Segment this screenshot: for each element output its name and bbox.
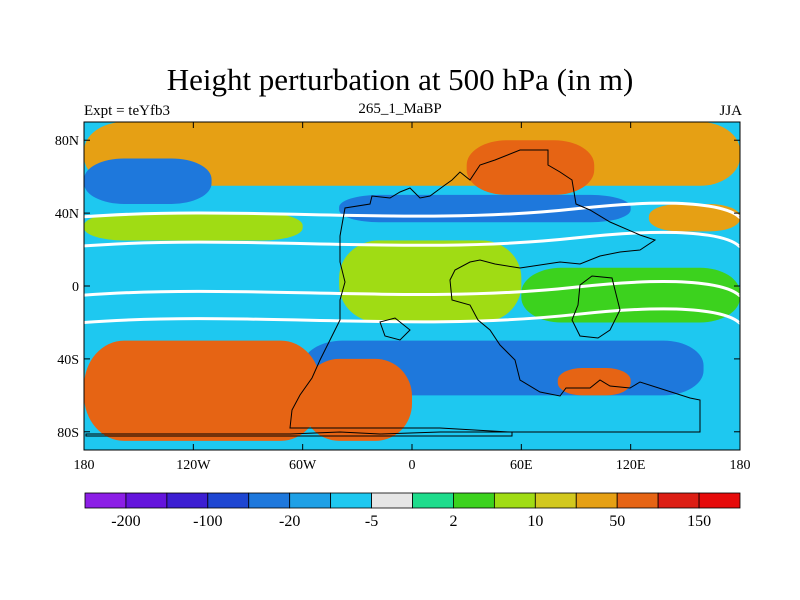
experiment-label: Expt = teYfb3 (84, 103, 170, 119)
zero-contour (84, 201, 740, 219)
colorbar-swatch (166, 492, 209, 509)
y-tick-label: 80N (55, 134, 79, 149)
season-label: JJA (719, 103, 742, 119)
field-band (302, 358, 412, 441)
y-tick-label: 80S (57, 426, 79, 441)
continent-outline-island-east (571, 275, 621, 339)
x-tick-label: 180 (730, 458, 751, 473)
continent-outline-south (85, 431, 513, 437)
field-band (84, 213, 303, 241)
colorbar-label: -20 (279, 513, 300, 530)
y-tick-label: 40N (55, 207, 79, 222)
continent-outline-west (289, 149, 701, 433)
field-band (648, 204, 740, 232)
colorbar-label: -200 (111, 513, 140, 530)
colorbar-label: 150 (687, 513, 711, 530)
colorbar-label: -5 (365, 513, 378, 530)
x-tick-label: 0 (409, 458, 416, 473)
colorbar: -200 -100 -20 -5 2 10 50 150 (84, 492, 741, 530)
colorbar-swatch (84, 492, 127, 509)
y-tick-label: 40S (57, 353, 79, 368)
colorbar-label: 50 (609, 513, 625, 530)
colorbar-swatch (289, 492, 332, 509)
zero-contour (84, 280, 740, 298)
field-band (339, 240, 522, 323)
colorbar-swatch (575, 492, 618, 509)
colorbar-label: 10 (527, 513, 543, 530)
colorbar-swatch (453, 492, 495, 509)
x-tick-label: 60W (289, 458, 317, 473)
field-band (521, 267, 740, 323)
colorbar-swatch (412, 492, 454, 509)
colorbar-label: -100 (193, 513, 222, 530)
axes: 180 120W 60W 0 60E 120E 180 80N 40N 0 40S 80S (55, 122, 751, 473)
colorbar-swatch (657, 492, 700, 509)
zero-contour (84, 230, 740, 249)
map-field (84, 122, 740, 450)
x-tick-label: 120E (616, 458, 646, 473)
continent-outline-island-west (379, 317, 411, 341)
x-tick-label: 60E (510, 458, 533, 473)
field-band (557, 368, 631, 396)
x-tick-label: 180 (74, 458, 95, 473)
colorbar-swatch (371, 492, 413, 509)
colorbar-swatch (125, 492, 168, 509)
field-band (84, 158, 212, 204)
colorbar-swatch (207, 492, 250, 509)
colorbar-swatch (698, 492, 741, 509)
field-band (84, 240, 358, 286)
continent-outlines (85, 149, 701, 437)
colorbar-swatch (616, 492, 659, 509)
run-label: 265_1_MaBP (358, 101, 442, 117)
colorbar-label: 2 (449, 513, 457, 530)
chart-title: Height perturbation at 500 hPa (in m) (166, 62, 634, 97)
colorbar-swatch (330, 492, 372, 509)
colorbar-swatch (493, 492, 536, 509)
field-band (84, 340, 321, 441)
field-band (466, 140, 595, 195)
y-tick-label: 0 (72, 280, 79, 295)
colorbar-swatch (248, 492, 291, 509)
zero-contour (84, 307, 740, 325)
x-tick-label: 120W (176, 458, 211, 473)
colorbar-swatch (534, 492, 577, 509)
